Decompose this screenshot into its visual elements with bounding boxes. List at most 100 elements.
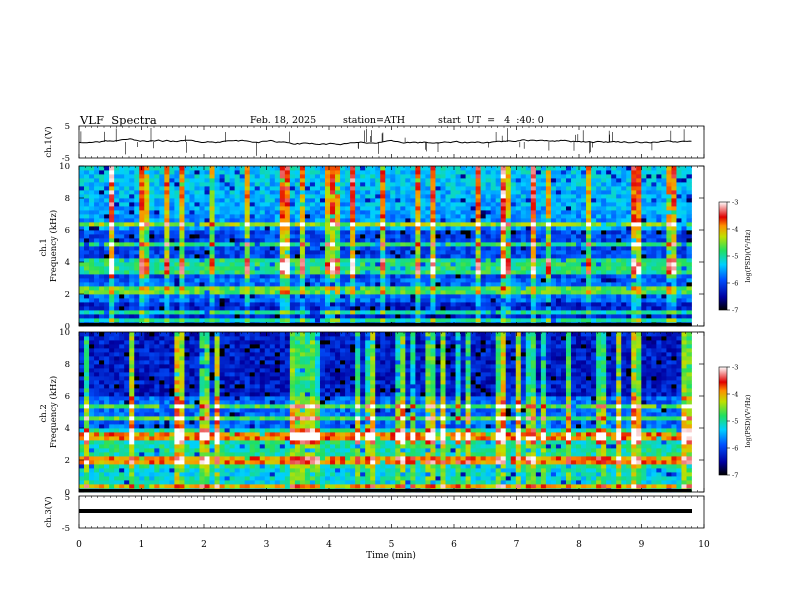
spectrogram-cell: [601, 190, 607, 195]
spectrogram-cell: [591, 178, 597, 183]
spectrogram-cell: [194, 306, 200, 311]
spectrogram-cell: [355, 226, 361, 231]
spectrogram-cell: [591, 222, 597, 227]
spectrogram-cell: [415, 170, 421, 175]
spectrogram-cell: [174, 274, 180, 279]
spectrogram-cell: [515, 218, 522, 223]
spectrogram-cell: [651, 234, 657, 239]
spectrogram-cell: [124, 222, 130, 227]
spectrogram-cell: [435, 170, 441, 175]
spectrogram-cell: [350, 166, 356, 171]
spectrogram-cell: [560, 230, 567, 235]
spectrogram-cell: [410, 270, 416, 275]
spectrogram-cell: [631, 178, 637, 183]
spectrogram-cell: [450, 230, 456, 235]
spectrogram-cell: [234, 270, 241, 275]
spectrogram-cell: [219, 238, 225, 243]
spectrogram-cell: [565, 234, 572, 239]
spectrogram-cell: [535, 230, 542, 235]
spectrogram-cell: [239, 178, 246, 183]
spectrogram-cell: [304, 270, 311, 275]
spectrogram-cell: [109, 222, 115, 227]
spectrogram-cell: [139, 250, 145, 255]
spectrogram-cell: [586, 214, 592, 219]
spectrogram-cell: [164, 242, 170, 247]
spectrogram-cell: [636, 294, 642, 299]
spectrogram-cell: [535, 174, 542, 179]
spectrogram-cell: [601, 218, 607, 223]
spectrogram-cell: [239, 314, 246, 319]
spectrogram-cell: [686, 306, 692, 311]
spectrogram-cell: [149, 302, 155, 307]
spectrogram-cell: [229, 198, 236, 203]
spectrogram-cell: [520, 266, 527, 271]
spectrogram-cell: [239, 242, 246, 247]
spectrogram-cell: [104, 314, 110, 319]
spectrogram-cell: [390, 206, 396, 211]
spectrogram-cell: [224, 254, 231, 259]
spectrogram-cell: [259, 202, 266, 207]
spectrogram-cell: [79, 186, 85, 191]
spectrogram-cell: [144, 314, 150, 319]
spectrogram-cell: [99, 170, 105, 175]
spectrogram-cell: [114, 294, 120, 299]
spectrogram-cell: [636, 218, 642, 223]
spectrogram-cell: [244, 226, 251, 231]
spectrogram-cell: [475, 242, 482, 247]
spectrogram-cell: [350, 234, 356, 239]
spectrogram-cell: [169, 210, 175, 215]
spectrogram-cell: [475, 202, 482, 207]
spectrogram-cell: [480, 302, 487, 307]
spectrogram-cell: [139, 242, 145, 247]
spectrogram-cell: [299, 318, 306, 323]
spectrogram-cell: [224, 230, 231, 235]
spectrogram-cell: [656, 206, 662, 211]
spectrogram-cell: [581, 270, 587, 275]
spectrogram-cell: [109, 242, 115, 247]
spectrogram-cell: [350, 230, 356, 235]
spectrogram-cell: [239, 270, 246, 275]
spectrogram-cell: [510, 194, 517, 199]
spectrogram-cell: [229, 238, 236, 243]
spectrogram-cell: [661, 230, 667, 235]
spectrogram-cell: [535, 310, 542, 315]
spectrogram-cell: [149, 258, 155, 263]
spectrogram-cell: [420, 186, 426, 191]
spectrogram-cell: [199, 166, 205, 171]
spectrogram-cell: [154, 210, 160, 215]
spectrogram-cell: [325, 270, 331, 275]
spectrogram-cell: [385, 242, 391, 247]
spectrogram-cell: [149, 182, 155, 187]
spectrogram-cell: [284, 286, 291, 291]
spectrogram-cell: [671, 278, 677, 283]
spectrogram-cell: [571, 202, 577, 207]
spectrogram-cell: [671, 190, 677, 195]
spectrogram-cell: [104, 278, 110, 283]
spectrogram-cell: [209, 246, 215, 251]
spectrogram-cell: [264, 234, 271, 239]
spectrogram-cell: [646, 298, 652, 303]
spectrogram-cell: [269, 182, 276, 187]
spectrogram-cell: [676, 242, 682, 247]
spectrogram-cell: [89, 210, 95, 215]
spectrogram-cell: [661, 190, 667, 195]
spectrogram-cell: [79, 234, 85, 239]
spectrogram-cell: [224, 282, 231, 287]
spectrogram-cell: [184, 282, 190, 287]
spectrogram-cell: [555, 286, 562, 291]
spectrogram-cell: [565, 230, 572, 235]
spectrogram-cell: [525, 306, 532, 311]
spectrogram-cell: [219, 198, 225, 203]
spectrogram-cell: [304, 210, 311, 215]
spectrogram-cell: [661, 274, 667, 279]
spectrogram-cell: [505, 306, 512, 311]
spectrogram-cell: [214, 182, 220, 187]
spectrogram-cell: [239, 262, 246, 267]
spectrogram-cell: [646, 310, 652, 315]
spectrogram-cell: [626, 182, 632, 187]
spectrogram-cell: [319, 246, 326, 251]
spectrogram-cell: [591, 170, 597, 175]
spectrogram-cell: [636, 246, 642, 251]
spectrogram-cell: [450, 174, 456, 179]
spectrogram-cell: [89, 246, 95, 251]
